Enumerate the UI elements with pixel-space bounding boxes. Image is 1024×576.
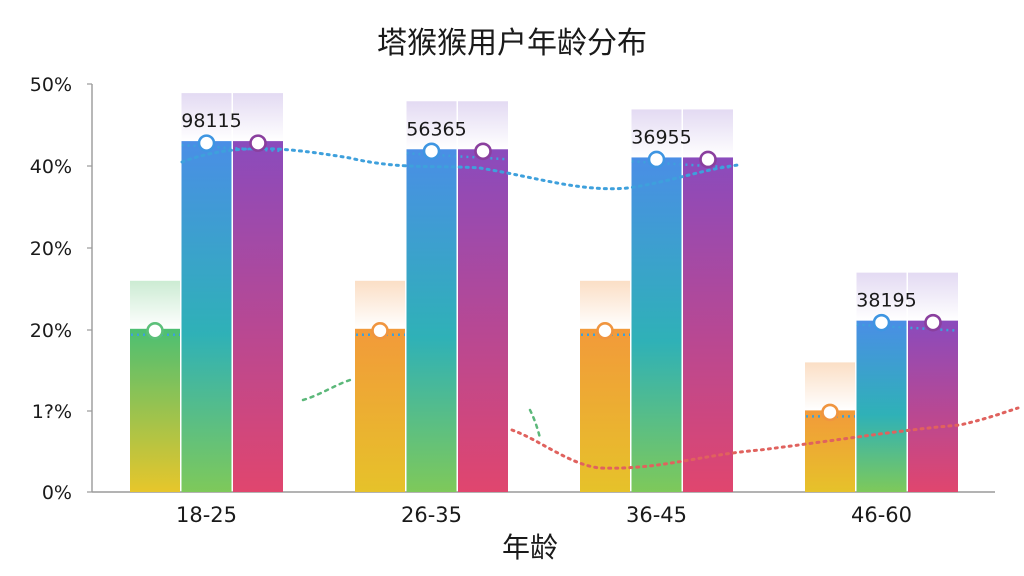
data-point-marker	[647, 150, 666, 169]
bar-glow	[458, 101, 508, 150]
bar	[181, 141, 232, 492]
bar-glow	[856, 272, 907, 321]
x-tick-label: 26-35	[401, 503, 462, 527]
data-point-marker	[249, 134, 267, 152]
bar-glow	[233, 93, 283, 142]
bar	[406, 149, 457, 492]
lower-trend-line	[510, 406, 1020, 470]
y-tick-label: 20%	[30, 320, 72, 342]
bar	[233, 141, 283, 492]
bar-glow	[355, 280, 405, 329]
data-point-marker	[924, 313, 942, 332]
y-tick-label: 50%	[30, 74, 72, 96]
data-label: 36955	[631, 126, 691, 148]
fragment-line	[301, 378, 352, 402]
data-point-marker	[422, 142, 441, 161]
y-tick-label: 40%	[30, 156, 72, 178]
bar-glow	[580, 280, 630, 329]
bar	[908, 320, 958, 492]
data-point-marker	[821, 403, 839, 422]
bar	[856, 320, 907, 492]
data-label: 38195	[856, 290, 916, 312]
data-point-marker	[474, 142, 492, 161]
data-point-marker	[371, 321, 389, 340]
upper-trend-line	[180, 147, 740, 191]
bar-glow	[908, 272, 958, 321]
data-point-marker	[197, 134, 216, 152]
bar-glow	[683, 109, 733, 158]
bar-glow	[631, 109, 682, 158]
bar	[805, 410, 855, 492]
bar	[130, 328, 180, 492]
series23-connector	[856, 323, 959, 332]
data-label: 56365	[406, 118, 466, 140]
bar-glow	[805, 362, 855, 411]
bar	[683, 157, 733, 492]
data-point-marker	[872, 313, 891, 332]
x-tick-label: 36-45	[626, 503, 687, 527]
series23-connector	[631, 160, 734, 169]
data-point-marker	[146, 321, 164, 340]
x-tick-label: 46-60	[851, 503, 912, 527]
chart-title: 塔猴猴用户年龄分布	[377, 26, 647, 61]
bar	[631, 157, 682, 492]
x-tick-label: 18-25	[176, 503, 237, 527]
bar	[458, 149, 508, 492]
data-point-marker	[596, 321, 614, 340]
bar-glow	[181, 93, 232, 142]
bar-glow	[406, 101, 457, 150]
y-tick-label: 0%	[42, 482, 72, 504]
x-axis-title: 年龄	[501, 531, 558, 564]
bar	[355, 328, 405, 492]
y-tick-label: 1?%	[32, 401, 72, 423]
data-label: 98115	[181, 110, 241, 132]
series23-connector	[406, 152, 509, 161]
bar-glow	[130, 280, 180, 329]
series23-connector	[181, 143, 284, 153]
fragment-line	[528, 408, 542, 440]
data-point-marker	[699, 150, 717, 169]
y-tick-label: 20%	[30, 238, 72, 260]
